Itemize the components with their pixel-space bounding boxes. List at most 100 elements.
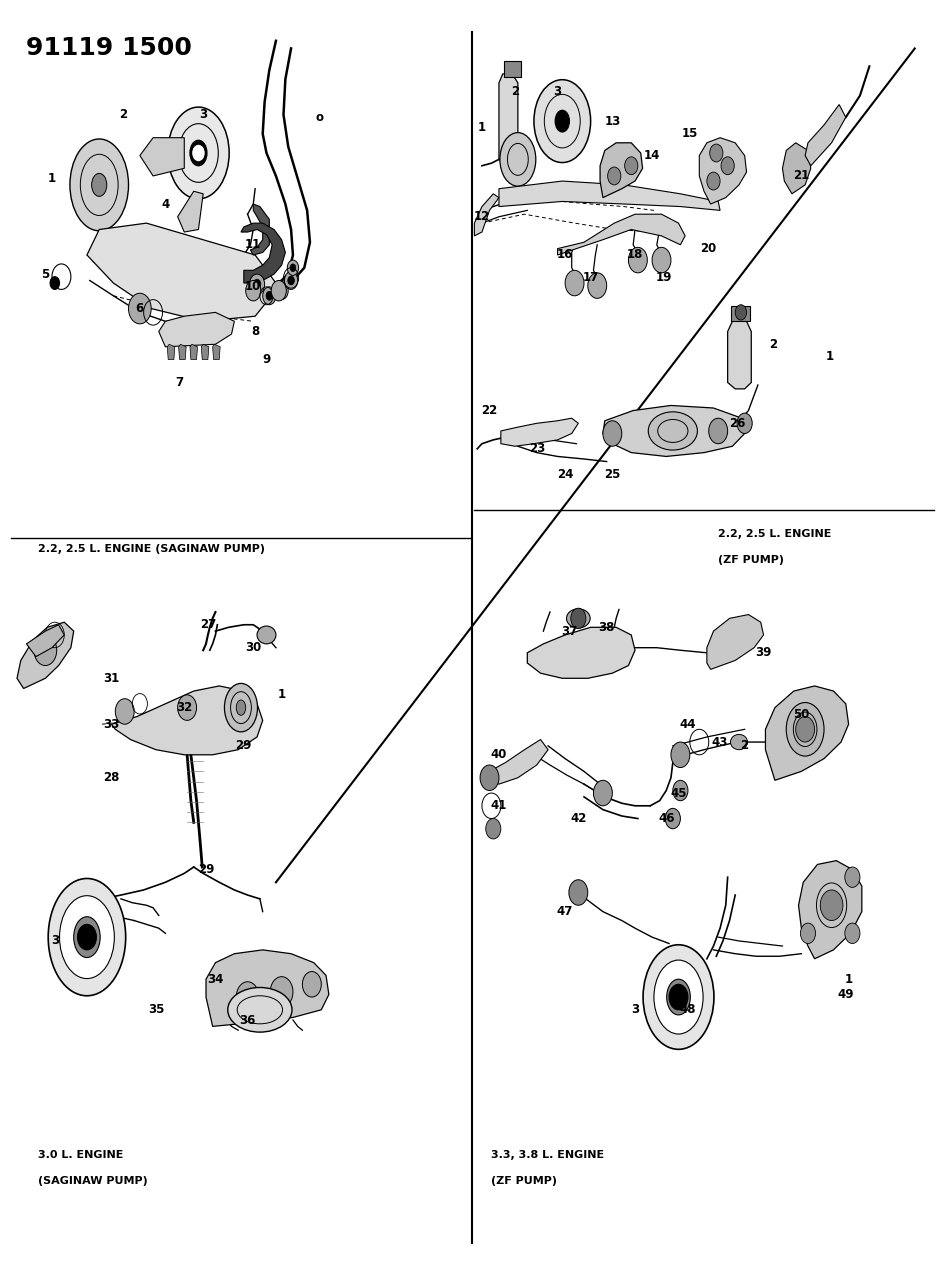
Ellipse shape [565, 609, 589, 629]
Polygon shape [474, 194, 498, 236]
Circle shape [77, 924, 96, 950]
Circle shape [568, 880, 587, 905]
Polygon shape [798, 861, 861, 959]
Text: 3: 3 [199, 108, 207, 121]
Text: 26: 26 [728, 417, 745, 430]
Circle shape [708, 418, 727, 444]
Circle shape [270, 977, 293, 1007]
Polygon shape [241, 223, 285, 283]
Text: 50: 50 [792, 708, 809, 720]
Text: 4: 4 [161, 198, 169, 210]
Text: 44: 44 [679, 718, 696, 731]
Polygon shape [599, 143, 642, 198]
Text: 21: 21 [792, 170, 809, 182]
Circle shape [50, 277, 59, 289]
Ellipse shape [225, 683, 257, 732]
Text: 37: 37 [560, 625, 577, 638]
Ellipse shape [70, 139, 128, 231]
Ellipse shape [59, 895, 114, 979]
Text: 27: 27 [199, 618, 216, 631]
Bar [731, 306, 750, 321]
Polygon shape [527, 627, 634, 678]
Ellipse shape [190, 140, 207, 166]
Text: 40: 40 [490, 748, 507, 761]
Text: 91119 1500: 91119 1500 [26, 36, 193, 60]
Ellipse shape [642, 945, 714, 1049]
Polygon shape [26, 625, 64, 657]
Ellipse shape [730, 734, 747, 750]
Circle shape [480, 765, 498, 790]
Circle shape [709, 144, 722, 162]
Text: 22: 22 [480, 404, 497, 417]
Text: 3.0 L. ENGINE: 3.0 L. ENGINE [38, 1150, 123, 1160]
Text: 31: 31 [103, 672, 120, 685]
Text: 2.2, 2.5 L. ENGINE: 2.2, 2.5 L. ENGINE [717, 529, 831, 539]
Text: (ZF PUMP): (ZF PUMP) [491, 1176, 557, 1186]
Text: 1: 1 [825, 351, 833, 363]
Polygon shape [498, 181, 719, 210]
Circle shape [177, 695, 196, 720]
Polygon shape [159, 312, 234, 347]
Circle shape [602, 421, 621, 446]
Circle shape [736, 413, 751, 434]
Circle shape [844, 867, 859, 887]
Text: 9: 9 [262, 353, 270, 366]
Ellipse shape [167, 107, 228, 199]
Ellipse shape [74, 917, 100, 958]
Text: 35: 35 [147, 1003, 164, 1016]
Text: 11: 11 [244, 238, 261, 251]
Polygon shape [699, 138, 746, 204]
Circle shape [570, 608, 585, 629]
Text: 45: 45 [669, 787, 686, 799]
Text: 32: 32 [176, 701, 193, 714]
Ellipse shape [48, 878, 126, 996]
Text: 2: 2 [119, 108, 126, 121]
Polygon shape [602, 405, 744, 456]
Polygon shape [498, 74, 517, 168]
Ellipse shape [554, 111, 568, 133]
Text: 28: 28 [103, 771, 120, 784]
Ellipse shape [92, 173, 107, 196]
Circle shape [262, 287, 276, 305]
Text: 38: 38 [598, 621, 615, 634]
Ellipse shape [228, 987, 292, 1033]
Circle shape [593, 780, 612, 806]
Circle shape [193, 145, 204, 161]
Text: 47: 47 [556, 905, 573, 918]
Text: 33: 33 [103, 718, 120, 731]
Text: o: o [315, 111, 323, 124]
Polygon shape [140, 138, 184, 176]
Text: 43: 43 [711, 736, 728, 748]
Polygon shape [190, 344, 197, 360]
Circle shape [565, 270, 583, 296]
Circle shape [665, 808, 680, 829]
Text: 14: 14 [643, 149, 660, 162]
Circle shape [287, 277, 294, 286]
Circle shape [844, 923, 859, 944]
Circle shape [249, 274, 264, 295]
Text: 13: 13 [603, 115, 620, 128]
Ellipse shape [653, 960, 702, 1034]
Text: 20: 20 [700, 242, 716, 255]
Circle shape [720, 157, 733, 175]
Circle shape [253, 279, 261, 289]
Polygon shape [250, 204, 269, 255]
Ellipse shape [533, 79, 590, 163]
Circle shape [734, 305, 746, 320]
Polygon shape [87, 223, 278, 321]
Text: (ZF PUMP): (ZF PUMP) [717, 555, 784, 565]
Polygon shape [178, 344, 186, 360]
Text: 42: 42 [569, 812, 586, 825]
Polygon shape [201, 344, 209, 360]
Text: 19: 19 [654, 272, 671, 284]
Circle shape [607, 167, 620, 185]
Text: 2: 2 [511, 85, 518, 98]
Polygon shape [167, 344, 175, 360]
Circle shape [236, 982, 259, 1012]
Text: 41: 41 [490, 799, 507, 812]
Polygon shape [17, 622, 74, 688]
Text: 2: 2 [768, 338, 776, 351]
Ellipse shape [257, 626, 276, 644]
Text: 1: 1 [278, 688, 285, 701]
Text: 29: 29 [197, 863, 214, 876]
